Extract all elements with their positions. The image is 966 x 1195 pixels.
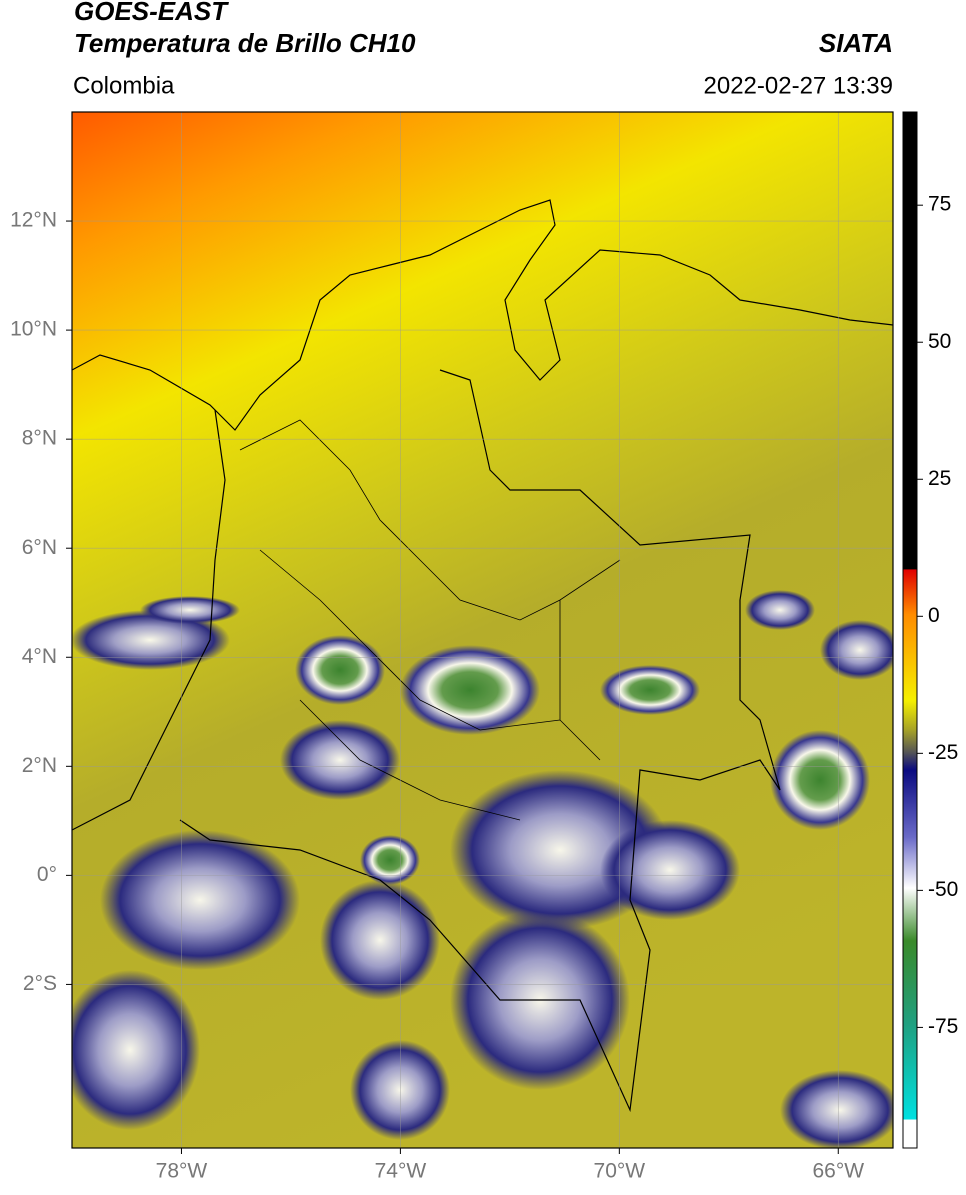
source: SIATA bbox=[819, 28, 893, 58]
colorbar-tick-label: -25 bbox=[928, 741, 958, 764]
datetime: 2022-02-27 13:39 bbox=[704, 72, 894, 99]
colorbar bbox=[902, 111, 918, 1149]
y-tick-label: 0° bbox=[37, 863, 57, 886]
y-tick-label: 10°N bbox=[10, 318, 57, 341]
title: GOES-EAST bbox=[74, 0, 229, 26]
map-image bbox=[72, 112, 893, 1148]
x-tick-label: 70°W bbox=[594, 1160, 646, 1183]
colorbar-tick-label: 25 bbox=[928, 467, 951, 490]
y-tick-label: 4°N bbox=[22, 645, 57, 668]
region: Colombia bbox=[73, 72, 175, 99]
map-frame bbox=[71, 111, 894, 1149]
x-tick-label: 66°W bbox=[812, 1160, 864, 1183]
y-tick-label: 2°N bbox=[22, 754, 57, 777]
y-tick-label: 12°N bbox=[10, 209, 57, 232]
y-tick-label: 6°N bbox=[22, 536, 57, 559]
colorbar-tick-label: 75 bbox=[928, 193, 951, 216]
colorbar-tick-label: -50 bbox=[928, 878, 958, 901]
colorbar-tick-label: 50 bbox=[928, 330, 951, 353]
colorbar-tick-label: 0 bbox=[928, 604, 940, 627]
colorbar-tick-label: -75 bbox=[928, 1015, 958, 1038]
y-tick-label: 8°N bbox=[22, 427, 57, 450]
x-tick-label: 74°W bbox=[375, 1160, 427, 1183]
title: Temperatura de Brillo CH10 bbox=[74, 28, 416, 58]
x-tick-label: 78°W bbox=[156, 1160, 208, 1183]
y-tick-label: 2°S bbox=[23, 972, 57, 995]
